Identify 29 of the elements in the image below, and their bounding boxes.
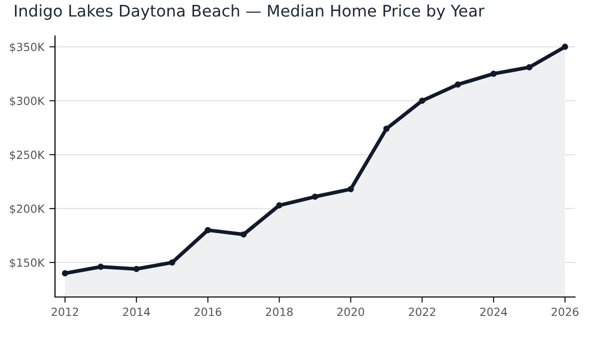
- x-tick-label: 2014: [123, 308, 150, 316]
- point: [133, 266, 140, 272]
- point: [348, 186, 354, 192]
- point: [454, 81, 461, 88]
- y-tick-label: $300K: [10, 96, 45, 107]
- point: [98, 264, 104, 270]
- y-tick-label: $150K: [10, 258, 45, 268]
- x-tick-label: 2016: [194, 308, 222, 316]
- point: [240, 231, 247, 238]
- x-tick-label: 2024: [480, 308, 508, 316]
- point: [562, 44, 568, 50]
- x-tick-label: 2026: [552, 308, 578, 316]
- x-tick-label: 2018: [266, 308, 293, 316]
- point: [169, 259, 176, 266]
- point: [62, 270, 68, 276]
- point: [383, 126, 390, 132]
- point: [204, 227, 211, 234]
- point: [276, 202, 282, 208]
- chart-title: Indigo Lakes Daytona Beach — Median Home Price by Year: [14, 4, 484, 20]
- point: [419, 98, 426, 104]
- y-tick-label: $250K: [10, 150, 45, 160]
- point: [312, 194, 318, 200]
- x-tick-label: 2020: [337, 308, 364, 316]
- point: [526, 64, 532, 70]
- x-tick-label: 2022: [408, 308, 436, 316]
- y-tick-label: $350K: [10, 42, 45, 53]
- y-tick-label: $200K: [10, 204, 45, 214]
- point: [490, 70, 497, 77]
- x-tick-label: 2012: [52, 308, 78, 316]
